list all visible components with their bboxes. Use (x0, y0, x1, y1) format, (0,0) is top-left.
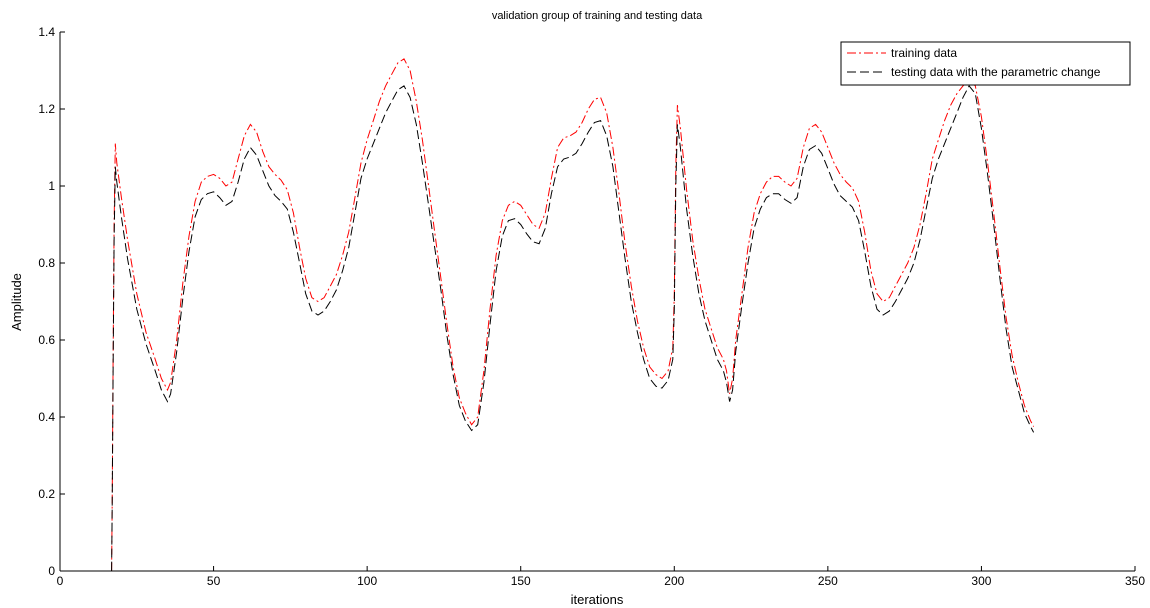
x-tick-label: 250 (818, 574, 838, 588)
y-tick-label: 0.8 (38, 256, 55, 270)
x-axis-label: iterations (571, 592, 624, 607)
plot-area (60, 58, 1035, 572)
y-tick-label: 0.6 (38, 333, 55, 347)
x-axis: 0 50 100 150 200 250 300 350 (57, 566, 1145, 588)
x-tick-label: 350 (1125, 574, 1145, 588)
legend-box (840, 41, 1131, 86)
series-line-testing (60, 84, 1035, 572)
chart-title: validation group of training and testing… (492, 10, 703, 22)
x-tick-label: 200 (664, 574, 684, 588)
y-tick-label: 0 (48, 564, 55, 578)
y-axis-label: Amplitude (9, 273, 24, 331)
y-axis: 0 0.2 0.4 0.6 0.8 1 1.2 1.4 (38, 25, 65, 578)
legend-label-training: training data (891, 46, 957, 60)
y-tick-label: 0.4 (38, 410, 55, 424)
legend-label-testing: testing data with the parametric change (891, 65, 1101, 79)
x-tick-label: 0 (57, 574, 64, 588)
y-tick-label: 0.2 (38, 487, 55, 501)
y-tick-label: 1 (48, 179, 55, 193)
series-line-training (60, 58, 1035, 572)
x-tick-label: 150 (511, 574, 531, 588)
x-tick-label: 50 (207, 574, 221, 588)
y-tick-label: 1.4 (38, 25, 55, 39)
x-tick-label: 100 (357, 574, 377, 588)
y-tick-label: 1.2 (38, 102, 55, 116)
x-tick-label: 300 (971, 574, 991, 588)
legend: training data testing data with the para… (840, 41, 1131, 86)
